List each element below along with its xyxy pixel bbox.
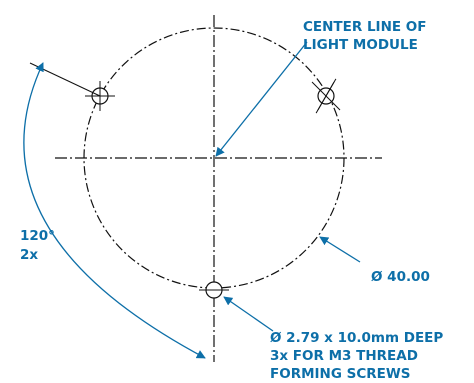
mounting-hole-top-right xyxy=(311,78,341,114)
hole-spec-label-line1: Ø 2.79 x 10.0mm DEEP xyxy=(270,330,443,346)
hole-spec-label-line2: 3x FOR M3 THREAD xyxy=(270,348,418,364)
angle-value-label: 120° xyxy=(20,228,55,244)
mounting-hole-bottom xyxy=(199,281,229,299)
angle-count-label: 2x xyxy=(20,247,38,263)
center-line-label-line2: LIGHT MODULE xyxy=(303,37,418,53)
diameter-leader xyxy=(319,236,361,263)
center-line-leader xyxy=(215,41,308,157)
angle-dimension-arc xyxy=(23,62,206,359)
diameter-label: Ø 40.00 xyxy=(371,269,430,285)
hole-spec-leader xyxy=(223,296,274,332)
hole-spec-label-line3: FORMING SCREWS xyxy=(270,366,411,382)
center-line-label-line1: CENTER LINE OF xyxy=(303,19,427,35)
